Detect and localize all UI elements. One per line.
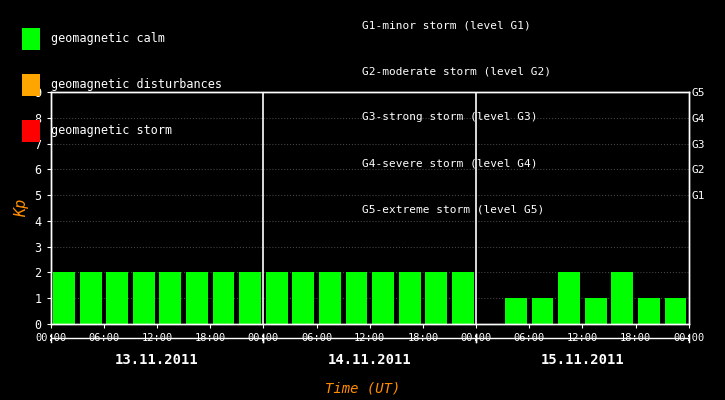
Bar — [160, 272, 181, 324]
Bar — [585, 298, 607, 324]
Text: geomagnetic storm: geomagnetic storm — [51, 124, 172, 138]
Text: geomagnetic calm: geomagnetic calm — [51, 32, 165, 46]
Text: G4-severe storm (level G4): G4-severe storm (level G4) — [362, 158, 538, 168]
Bar — [665, 298, 687, 324]
Text: 15.11.2011: 15.11.2011 — [541, 353, 624, 367]
Text: G2-moderate storm (level G2): G2-moderate storm (level G2) — [362, 66, 552, 76]
Bar — [292, 272, 314, 324]
Text: G5-extreme storm (level G5): G5-extreme storm (level G5) — [362, 204, 544, 214]
Bar — [319, 272, 341, 324]
Text: geomagnetic disturbances: geomagnetic disturbances — [51, 78, 222, 92]
Text: Time (UT): Time (UT) — [325, 382, 400, 396]
Bar — [239, 272, 261, 324]
Text: G1-minor storm (level G1): G1-minor storm (level G1) — [362, 20, 531, 30]
Bar — [53, 272, 75, 324]
Text: 13.11.2011: 13.11.2011 — [115, 353, 199, 367]
Bar — [186, 272, 208, 324]
Bar — [266, 272, 288, 324]
Bar — [346, 272, 368, 324]
Text: 14.11.2011: 14.11.2011 — [328, 353, 412, 367]
Bar — [399, 272, 420, 324]
Bar — [505, 298, 527, 324]
Bar — [638, 298, 660, 324]
Bar — [212, 272, 234, 324]
Bar — [426, 272, 447, 324]
Bar — [531, 298, 553, 324]
Bar — [372, 272, 394, 324]
Text: G3-strong storm (level G3): G3-strong storm (level G3) — [362, 112, 538, 122]
Bar — [452, 272, 473, 324]
Bar — [558, 272, 580, 324]
Y-axis label: Kp: Kp — [14, 199, 29, 217]
Bar — [107, 272, 128, 324]
Bar — [80, 272, 102, 324]
Bar — [133, 272, 154, 324]
Bar — [611, 272, 633, 324]
